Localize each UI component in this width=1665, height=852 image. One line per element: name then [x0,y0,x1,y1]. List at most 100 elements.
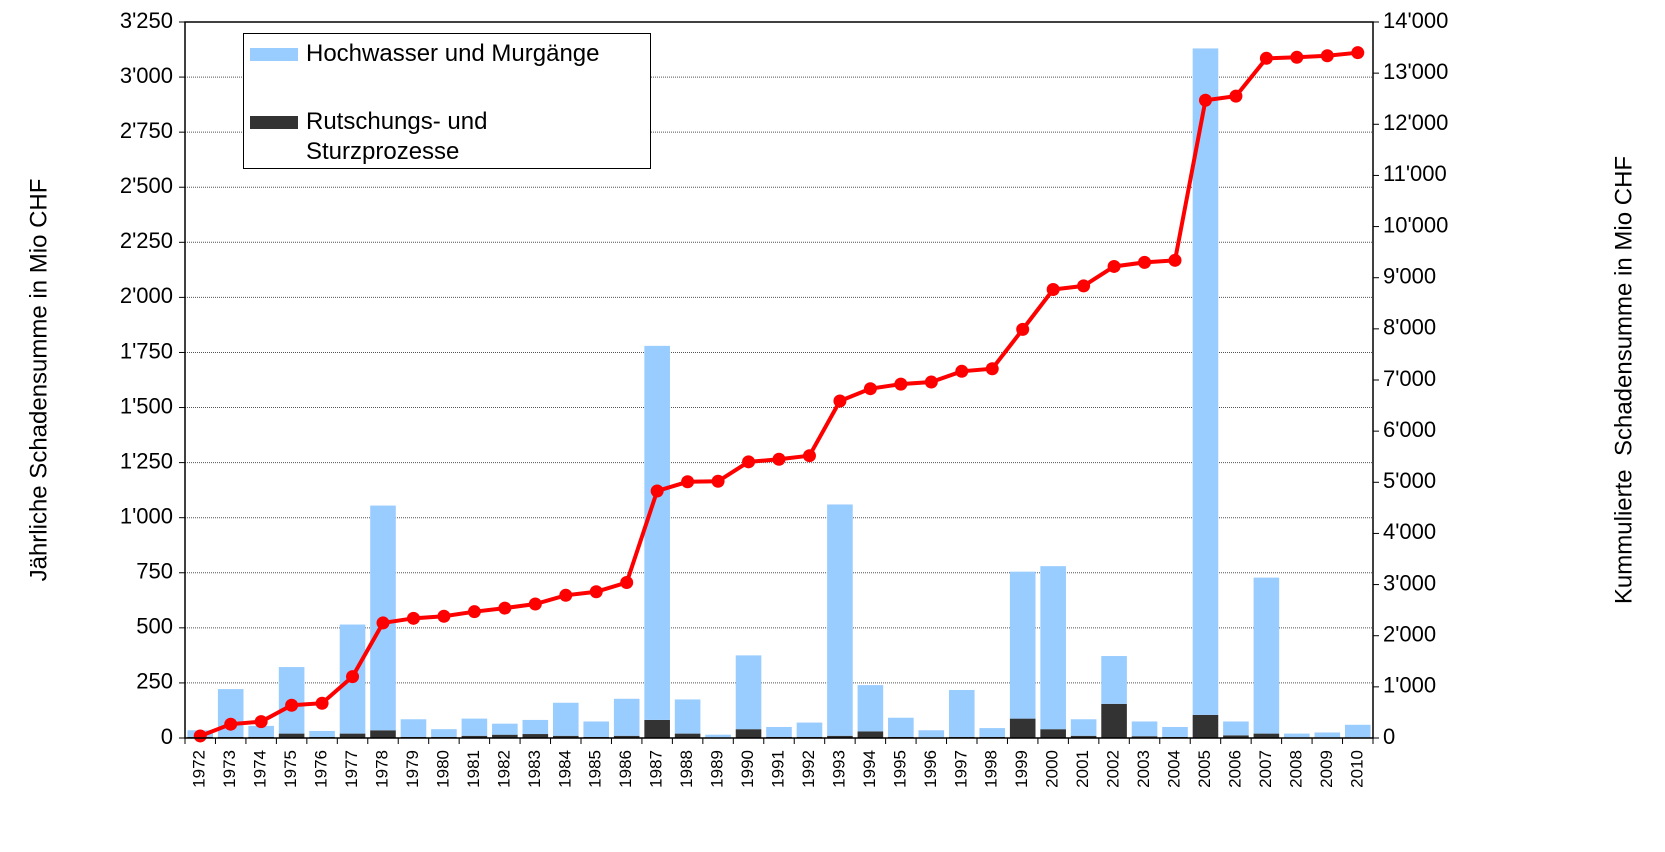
line-marker [1229,89,1243,103]
y2-tick-label: 6'000 [1383,417,1436,442]
x-tick-label: 1980 [433,750,452,788]
y2-tick-label: 1'000 [1383,673,1436,698]
bar [644,345,670,720]
line-marker [863,382,877,396]
y2-tick-label: 10'000 [1383,212,1448,237]
line-marker [1198,93,1212,107]
y-tick-label: 500 [136,614,173,639]
x-tick-label: 1987 [647,750,666,788]
x-tick-label: 1982 [494,750,513,788]
y2-tick-label: 3'000 [1383,570,1436,595]
x-tick-label: 1976 [312,750,331,788]
bar [552,702,579,736]
line-marker [467,605,481,619]
line-marker [620,576,634,590]
x-tick-label: 1995 [890,750,909,788]
bar [1040,566,1066,730]
y2-tick-label: 13'000 [1383,59,1448,84]
x-tick-label: 1979 [403,750,422,788]
x-tick-label: 1988 [677,750,696,788]
line-marker [254,715,268,729]
x-tick-label: 1972 [190,750,209,788]
bar [583,721,610,737]
bar [857,731,884,738]
bar [1131,721,1158,737]
bar [400,719,427,737]
x-tick-label: 1998 [982,750,1001,788]
line-marker [1107,259,1121,273]
y2-tick-label: 7'000 [1383,366,1436,391]
y-tick-label: 1'750 [120,338,173,363]
bar [857,685,884,732]
line-marker [376,616,390,630]
line-marker [681,475,695,489]
y-tick-label: 3'250 [120,8,173,33]
y-tick-label: 2'250 [120,228,173,253]
y-tick-label: 2'750 [120,118,173,143]
y2-tick-label: 11'000 [1383,161,1447,186]
plot-frame [184,21,1374,739]
line-marker [742,455,756,469]
line-marker [1138,255,1152,269]
bar [613,735,640,738]
line-marker [193,729,207,743]
bar [552,735,579,738]
x-tick-label: 1989 [708,750,727,788]
y-axis-label: Jährliche Schadensumme in Mio CHF [25,179,52,582]
y-tick-label: 1'000 [120,504,173,529]
x-tick-label: 1996 [921,750,940,788]
x-tick-label: 1990 [738,750,757,788]
bar [309,730,335,737]
line-marker [498,601,512,615]
y-tick-label: 750 [136,559,173,584]
y-tick-label: 2'500 [120,173,173,198]
x-tick-label: 1994 [860,750,879,788]
line-marker [802,449,816,463]
line-marker [437,609,451,623]
y-tick-label: 3'000 [120,63,173,88]
bar [1131,736,1158,738]
bar [522,734,549,738]
x-tick-label: 1981 [464,750,483,788]
line-marker [894,377,908,391]
x-tick-label: 1997 [951,750,970,788]
x-tick-label: 1993 [829,750,848,788]
bar [1101,656,1127,704]
line-marker [924,375,938,389]
y2-tick-label: 9'000 [1383,264,1436,289]
line-marker [285,698,299,712]
bar [1070,719,1097,736]
x-tick-label: 1999 [1012,750,1031,788]
bar [888,717,914,737]
x-tick-label: 2002 [1104,750,1123,788]
line-marker [406,611,420,625]
bar [431,729,457,737]
x-tick-label: 2000 [1043,750,1062,788]
bar [370,730,396,738]
line-marker [346,670,360,684]
x-tick-label: 1984 [555,750,574,788]
bar [278,733,305,738]
x-tick-label: 1992 [799,750,818,788]
bar [1162,726,1188,737]
y-tick-label: 1'250 [120,448,173,473]
bar [461,718,488,736]
line-marker [1320,49,1334,63]
x-tick-label: 2005 [1195,750,1214,788]
line-marker [985,362,999,376]
y2-tick-label: 8'000 [1383,315,1436,340]
bar [339,733,366,738]
line-marker [1016,322,1030,336]
x-tick-label: 1977 [342,750,361,788]
x-tick-label: 2006 [1225,750,1244,788]
x-tick-label: 2001 [1073,750,1092,788]
x-tick-label: 2008 [1286,750,1305,788]
bar [766,726,792,737]
line-marker [1259,51,1273,65]
bar [522,719,549,735]
line-marker [1168,253,1182,267]
line-marker [833,394,847,408]
x-tick-label: 2003 [1134,750,1153,788]
